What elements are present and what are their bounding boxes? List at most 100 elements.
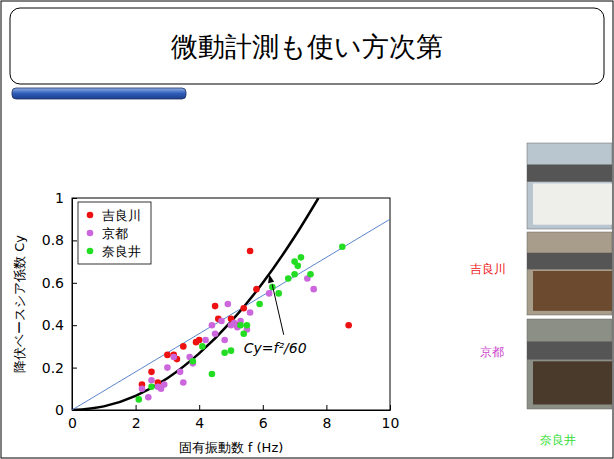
legend-label: 京都 xyxy=(102,226,128,241)
data-point xyxy=(148,369,155,376)
legend-label: 吉良川 xyxy=(102,208,141,223)
x-tick: 8 xyxy=(322,405,331,431)
y-tick: 0.6 xyxy=(42,275,77,291)
legend-marker xyxy=(87,248,94,255)
x-tick-mark xyxy=(390,405,391,410)
data-point xyxy=(209,371,216,378)
y-tick: 0.8 xyxy=(42,232,77,248)
x-tick-mark xyxy=(263,405,264,410)
data-point xyxy=(139,386,146,393)
legend-marker xyxy=(87,230,94,237)
data-point xyxy=(244,322,251,329)
photo-frame xyxy=(527,232,612,315)
data-point xyxy=(298,254,305,261)
photo-frame xyxy=(527,143,612,229)
photo-roof xyxy=(527,253,612,270)
slide: 微動計測も使い方次第 0 2 4 6 8 10 0 0.2 0.4 0.6 0.8 1 固有振動数 f (… xyxy=(0,0,614,459)
legend: 吉良川京都奈良井 xyxy=(78,202,151,264)
x-tick: 4 xyxy=(195,405,204,431)
photo-roof xyxy=(527,342,612,360)
data-point xyxy=(275,290,282,297)
photo-wall xyxy=(533,271,612,311)
data-point xyxy=(339,243,346,250)
plot-frame xyxy=(72,198,390,410)
data-point xyxy=(177,369,184,376)
title: 微動計測も使い方次第 xyxy=(171,31,443,62)
x-tick-label: 10 xyxy=(382,415,400,431)
y-tick-label: 0.6 xyxy=(42,275,64,291)
x-tick: 2 xyxy=(132,405,141,431)
x-tick-label: 8 xyxy=(322,415,331,431)
data-point xyxy=(161,381,168,388)
y-tick-mark xyxy=(72,325,77,326)
y-tick: 0.2 xyxy=(42,360,77,376)
y-tick-label: 0 xyxy=(55,402,64,418)
data-point xyxy=(209,322,216,329)
data-point xyxy=(212,330,219,337)
x-tick-label: 2 xyxy=(132,415,141,431)
trend-line xyxy=(72,219,390,410)
data-point xyxy=(212,303,219,310)
y-tick-mark xyxy=(72,368,77,369)
y-tick-mark xyxy=(72,410,77,411)
photo xyxy=(527,143,612,229)
data-point xyxy=(170,354,177,361)
data-point xyxy=(310,286,317,293)
annotation-arrowhead xyxy=(268,274,274,283)
x-tick-mark xyxy=(326,405,327,410)
title-box xyxy=(10,8,604,84)
data-point xyxy=(148,383,155,390)
y-tick-label: 0.2 xyxy=(42,360,64,376)
data-point xyxy=(145,394,152,401)
y-tick-label: 0.4 xyxy=(42,317,64,333)
data-point xyxy=(164,364,171,371)
data-point xyxy=(196,337,203,344)
data-point xyxy=(180,379,187,386)
data-point xyxy=(266,290,273,297)
data-point xyxy=(218,318,225,325)
photo-label: 京都 xyxy=(480,345,504,359)
formula-curve xyxy=(72,198,318,410)
y-tick-mark xyxy=(72,198,77,199)
y-tick-label: 0.8 xyxy=(42,232,64,248)
photo xyxy=(527,232,612,315)
data-point xyxy=(135,396,142,403)
photo-label: 吉良川 xyxy=(470,262,506,276)
data-point xyxy=(148,377,155,384)
photo-wall xyxy=(533,183,612,224)
data-point xyxy=(285,275,292,282)
data-point xyxy=(247,309,254,316)
photo-label: 奈良井 xyxy=(540,433,576,447)
y-axis-title: 降伏ベースシア係数 Cy xyxy=(12,235,27,373)
x-axis-title: 固有振動数 f (Hz) xyxy=(179,440,284,455)
y-tick-label: 1 xyxy=(55,190,64,206)
data-point xyxy=(202,337,209,344)
y-axis: 0 0.2 0.4 0.6 0.8 1 xyxy=(42,190,77,418)
annotation: Cy=f²/60 xyxy=(244,340,307,356)
legend-box xyxy=(78,202,151,264)
data-point xyxy=(247,248,254,255)
data-point xyxy=(240,330,247,337)
data-point xyxy=(253,286,260,293)
data-point xyxy=(199,343,206,350)
y-tick-mark xyxy=(72,240,77,241)
x-tick-mark xyxy=(199,405,200,410)
data-point xyxy=(228,347,235,354)
data-point xyxy=(307,271,314,278)
x-axis-line xyxy=(73,410,391,411)
y-axis-line xyxy=(72,199,73,411)
data-point xyxy=(221,337,228,344)
data-point xyxy=(164,352,171,359)
data-point xyxy=(180,343,187,350)
x-tick-label: 0 xyxy=(68,415,77,431)
x-tick: 6 xyxy=(259,405,268,431)
legend-marker xyxy=(87,212,94,219)
plot-area xyxy=(72,198,390,410)
legend-label: 奈良井 xyxy=(102,244,141,259)
data-point xyxy=(291,271,298,278)
x-tick-label: 4 xyxy=(195,415,204,431)
photo xyxy=(527,319,612,409)
data-point xyxy=(240,305,247,312)
x-axis: 0 2 4 6 8 10 xyxy=(68,405,399,431)
data-point xyxy=(256,301,263,308)
